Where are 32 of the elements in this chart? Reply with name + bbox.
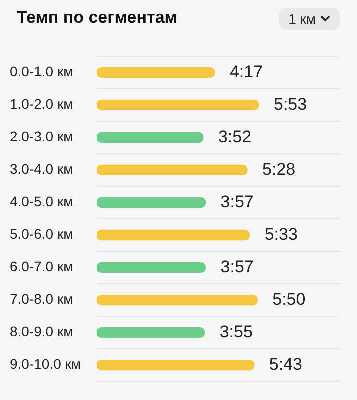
bar	[97, 197, 206, 208]
y-tick-label: 3.0-4.0 км	[10, 161, 74, 178]
data-label: 5:28	[262, 160, 296, 179]
data-label: 5:50	[272, 290, 306, 309]
y-tick-label: 7.0-8.0 км	[10, 291, 74, 308]
bar	[97, 230, 250, 241]
bar	[97, 164, 248, 176]
y-tick-label: 4.0-5.0 км	[10, 194, 74, 210]
bar	[97, 67, 216, 78]
y-tick-label: 5.0-6.0 км	[10, 226, 74, 242]
data-label: 5:53	[274, 94, 308, 114]
bar	[97, 327, 206, 338]
y-tick-label: 2.0-3.0 км	[10, 128, 74, 145]
y-tick-label: 8.0-9.0 км	[10, 324, 74, 340]
bar	[97, 100, 260, 111]
y-tick-label: 0.0-1.0 км	[10, 64, 74, 80]
y-tick-label: 9.0-10.0 км	[10, 356, 82, 372]
bar	[97, 132, 204, 144]
data-label: 4:17	[230, 62, 264, 82]
text: 1 км	[288, 11, 316, 27]
data-label: 5:43	[269, 355, 303, 374]
data-label: 3:55	[220, 322, 253, 342]
y-tick-label: 1.0-2.0 км	[10, 96, 74, 112]
data-label: 3:52	[218, 127, 252, 146]
data-label: 3:57	[220, 192, 254, 212]
y-tick-label: 6.0-7.0 км	[10, 258, 74, 275]
chart-title: Темп по сегментам	[17, 8, 178, 28]
bar	[97, 294, 258, 306]
bar	[97, 360, 255, 371]
data-label: 3:57	[220, 257, 254, 276]
data-label: 5:33	[264, 224, 298, 244]
bar	[97, 262, 206, 274]
